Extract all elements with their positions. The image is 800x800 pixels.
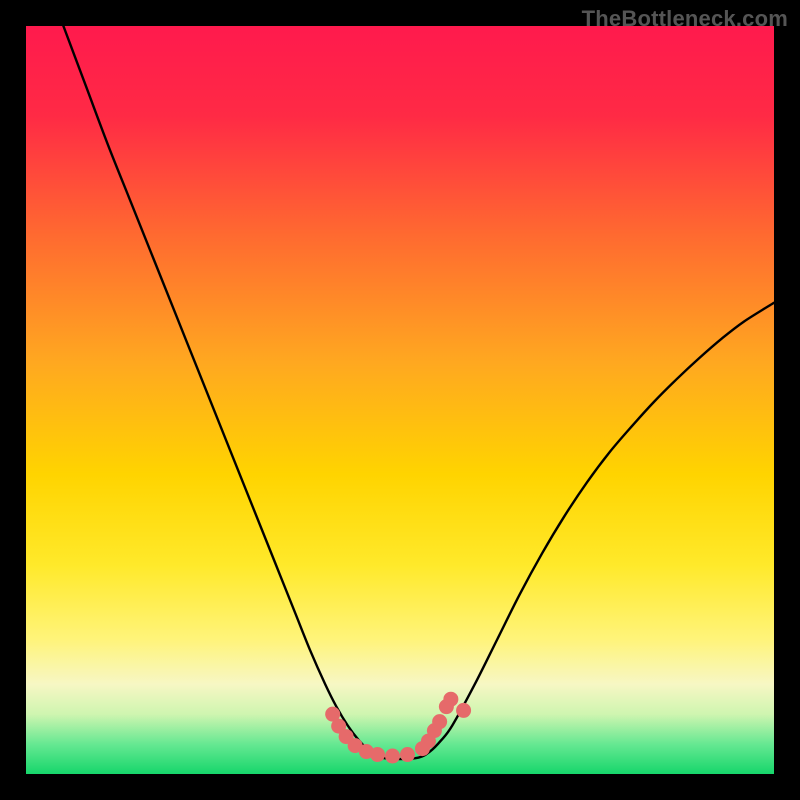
optimal-marker <box>432 714 447 729</box>
isolated-marker <box>456 703 471 718</box>
watermark-text: TheBottleneck.com <box>582 6 788 32</box>
bottleneck-chart <box>0 0 800 800</box>
optimal-marker <box>370 747 385 762</box>
chart-container: TheBottleneck.com <box>0 0 800 800</box>
chart-background <box>26 26 774 774</box>
optimal-marker <box>400 747 415 762</box>
optimal-marker <box>385 749 400 764</box>
optimal-marker <box>443 692 458 707</box>
